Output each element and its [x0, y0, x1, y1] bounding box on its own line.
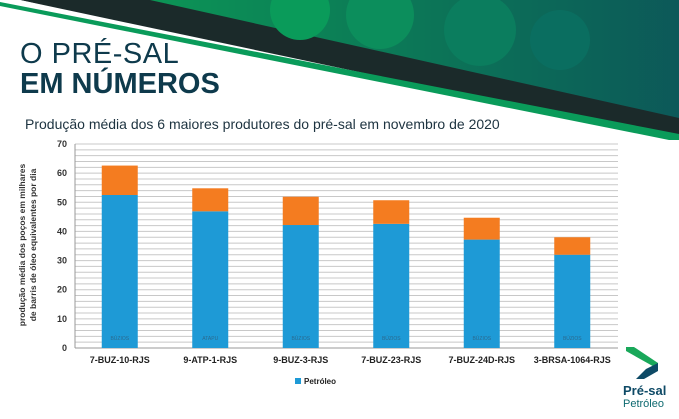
bar-field-label: BÚZIOS: [110, 335, 129, 342]
x-tick-label: 9-BUZ-3-RJS: [273, 355, 328, 365]
y-tick-label: 70: [57, 139, 67, 149]
legend-label-petroleo: Petróleo: [304, 377, 336, 386]
bar-field-label: BÚZIOS: [382, 335, 401, 342]
y-tick-label: 50: [57, 197, 67, 207]
legend-swatch-petroleo: [295, 378, 301, 384]
bar-segment-orange: [101, 165, 138, 195]
logo-icon: [626, 347, 658, 379]
x-tick-label: 7-BUZ-10-RJS: [90, 355, 150, 365]
y-axis-label: produção média dos poços em milhares: [17, 163, 27, 326]
bar-field-label: BÚZIOS: [291, 335, 310, 342]
title-line1: O PRÉ-SAL: [20, 38, 180, 70]
chart-subtitle: Produção média dos 6 maiores produtores …: [25, 116, 500, 132]
x-tick-label: 3-BRSA-1064-RJS: [534, 355, 611, 365]
y-tick-label: 10: [57, 314, 67, 324]
y-tick-label: 30: [57, 256, 67, 266]
bar-field-label: BÚZIOS: [563, 335, 582, 342]
x-tick-label: 7-BUZ-23-RJS: [361, 355, 421, 365]
x-tick-label: 7-BUZ-24D-RJS: [448, 355, 515, 365]
logo-text: Pré-sal: [623, 383, 667, 398]
bar-segment-orange: [282, 196, 319, 226]
bar-petroleo: [192, 211, 229, 348]
y-tick-label: 60: [57, 168, 67, 178]
y-tick-label: 0: [62, 343, 67, 353]
bar-segment-orange: [192, 188, 229, 212]
y-tick-label: 20: [57, 285, 67, 295]
bar-petroleo: [373, 223, 410, 348]
x-tick-label: 9-ATP-1-RJS: [183, 355, 237, 365]
bar-segment-orange: [554, 237, 591, 255]
header-banner: [0, 0, 679, 140]
bar-petroleo: [463, 239, 500, 348]
bar-petroleo: [282, 225, 319, 348]
y-tick-label: 40: [57, 226, 67, 236]
bar-petroleo: [101, 195, 138, 348]
y-axis-label: de barris de óleo equivalentes por dia: [28, 168, 38, 321]
logo-subtext: Petróleo: [623, 398, 664, 410]
bar-segment-orange: [463, 217, 500, 240]
title-line2: EM NÚMEROS: [20, 68, 220, 100]
bar-field-label: ATAPU: [202, 336, 218, 342]
bar-segment-orange: [373, 200, 410, 224]
bar-field-label: BÚZIOS: [472, 335, 491, 342]
bar-petroleo: [554, 254, 591, 348]
